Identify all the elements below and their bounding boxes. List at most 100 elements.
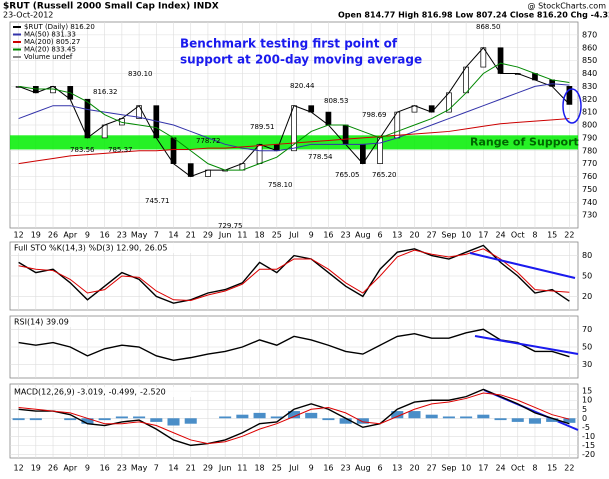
price-label: 758.10: [268, 181, 293, 189]
x-tick-label: 23: [341, 231, 351, 240]
histogram-bar: [339, 418, 352, 424]
x-tick-label: Aug: [355, 464, 371, 473]
price-candle: [463, 66, 469, 94]
histogram-bar: [322, 418, 335, 421]
histogram-bar: [442, 416, 455, 419]
x-tick-label: Jun: [218, 464, 232, 473]
x-tick-label: 18: [254, 231, 264, 240]
legend-label: $RUT (Daily) 816.20: [24, 23, 95, 31]
histogram-bar: [460, 416, 473, 419]
support-label: Range of Support: [470, 135, 579, 148]
y-tick-label: 790: [582, 133, 597, 142]
x-tick-label: 16: [323, 464, 333, 473]
x-tick-label: 12: [14, 464, 24, 473]
histogram-bar: [408, 411, 421, 419]
price-label: 778.54: [308, 153, 333, 161]
histogram-bar: [133, 416, 146, 419]
price-label: 816.32: [93, 88, 118, 96]
x-tick-label: 10: [461, 231, 471, 240]
x-tick-label: 8: [532, 464, 537, 473]
price-label: 778.72: [196, 137, 221, 145]
x-tick-label: Aug: [355, 231, 371, 240]
legend-label: MA(20) 833.45: [24, 46, 76, 54]
price-label: 798.69: [362, 111, 387, 119]
histogram-bar: [391, 411, 404, 419]
x-tick-label: 6: [378, 464, 383, 473]
histogram-bar: [150, 418, 163, 422]
annotation: Benchmark testing first point of: [180, 37, 398, 51]
x-tick-label: 13: [392, 464, 402, 473]
y-tick-label: 780: [582, 146, 597, 155]
x-tick-label: 14: [168, 231, 178, 240]
y-tick-label: 5: [582, 405, 587, 414]
price-candle: [170, 137, 177, 164]
price-candle: [84, 98, 91, 139]
x-tick-label: 27: [427, 231, 437, 240]
x-tick-label: 8: [532, 231, 537, 240]
y-tick-label: 800: [582, 121, 597, 130]
x-tick-label: 25: [272, 231, 282, 240]
x-tick-label: 24: [495, 464, 505, 473]
x-tick-label: 9: [85, 464, 90, 473]
price-label: 745.71: [145, 197, 170, 205]
y-tick-label: 10: [582, 396, 592, 405]
x-tick-label: 11: [237, 231, 247, 240]
series-line: [18, 62, 570, 171]
y-tick-label: 15: [582, 387, 592, 396]
series-line: [18, 118, 570, 165]
x-tick-label: 21: [186, 231, 196, 240]
y-tick-label: 820: [582, 95, 597, 104]
x-tick-label: 19: [31, 231, 41, 240]
x-tick-label: 16: [323, 231, 333, 240]
price-label: 785.37: [108, 146, 133, 154]
series-line: [18, 328, 570, 361]
price-candle: [394, 111, 401, 139]
panel-title: Full STO %K(14,3) %D(3) 12.90,: [14, 244, 142, 253]
x-tick-label: Jun: [218, 231, 232, 240]
x-tick-label: 13: [392, 231, 402, 240]
panel-title-value: -2.520: [140, 388, 166, 397]
legend-label: MA(50) 831.33: [24, 31, 76, 39]
y-tick-label: 770: [582, 159, 597, 168]
price-label: 820.44: [290, 82, 315, 90]
x-tick-label: 15: [547, 231, 557, 240]
x-tick-label: Apr: [63, 464, 78, 473]
highlight-circle: [562, 88, 582, 124]
x-tick-label: 20: [409, 464, 419, 473]
histogram-bar: [425, 414, 438, 419]
y-tick-label: 840: [582, 69, 597, 78]
x-tick-label: 7: [154, 464, 159, 473]
y-tick-label: 0: [582, 414, 587, 423]
histogram-bar: [184, 418, 197, 424]
title-box: [11, 243, 201, 253]
x-tick-label: 6: [378, 231, 383, 240]
x-tick-label: 15: [547, 464, 557, 473]
histogram-bar: [29, 418, 42, 421]
x-tick-label: 20: [409, 231, 419, 240]
x-tick-label: 7: [154, 231, 159, 240]
price-candle: [497, 47, 504, 74]
series-line: [18, 46, 570, 178]
histogram-bar: [494, 418, 507, 421]
histogram-bar: [64, 418, 77, 421]
y-tick-label: 30: [582, 360, 592, 369]
panel-title-value: 26.05: [145, 244, 168, 253]
histogram-bar: [528, 418, 541, 424]
x-tick-label: 24: [495, 231, 505, 240]
y-tick-label: 70: [582, 325, 592, 334]
x-tick-label: May: [131, 464, 148, 473]
histogram-bar: [115, 416, 128, 419]
histogram-bar: [511, 418, 524, 422]
histogram-bar: [81, 418, 94, 424]
x-tick-label: 9: [309, 231, 314, 240]
x-tick-label: 9: [85, 231, 90, 240]
y-tick-label: -15: [582, 441, 595, 450]
x-tick-label: 25: [272, 464, 282, 473]
title-box: [11, 317, 81, 327]
price-label: 783.56: [70, 146, 95, 154]
y-tick-label: 50: [582, 272, 592, 281]
credit: @ StockCharts.com: [528, 2, 607, 11]
x-tick-label: 11: [237, 464, 247, 473]
histogram-bar: [253, 412, 266, 419]
